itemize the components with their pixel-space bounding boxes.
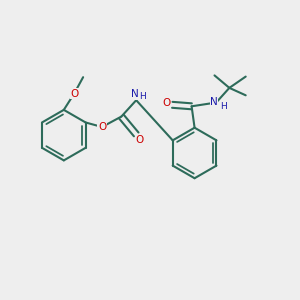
Text: O: O [162, 98, 170, 108]
Text: H: H [220, 102, 227, 111]
Text: O: O [98, 122, 106, 132]
Text: N: N [210, 97, 218, 107]
Text: N: N [131, 89, 139, 99]
Text: O: O [135, 135, 143, 145]
Text: H: H [140, 92, 146, 101]
Text: O: O [70, 88, 78, 98]
